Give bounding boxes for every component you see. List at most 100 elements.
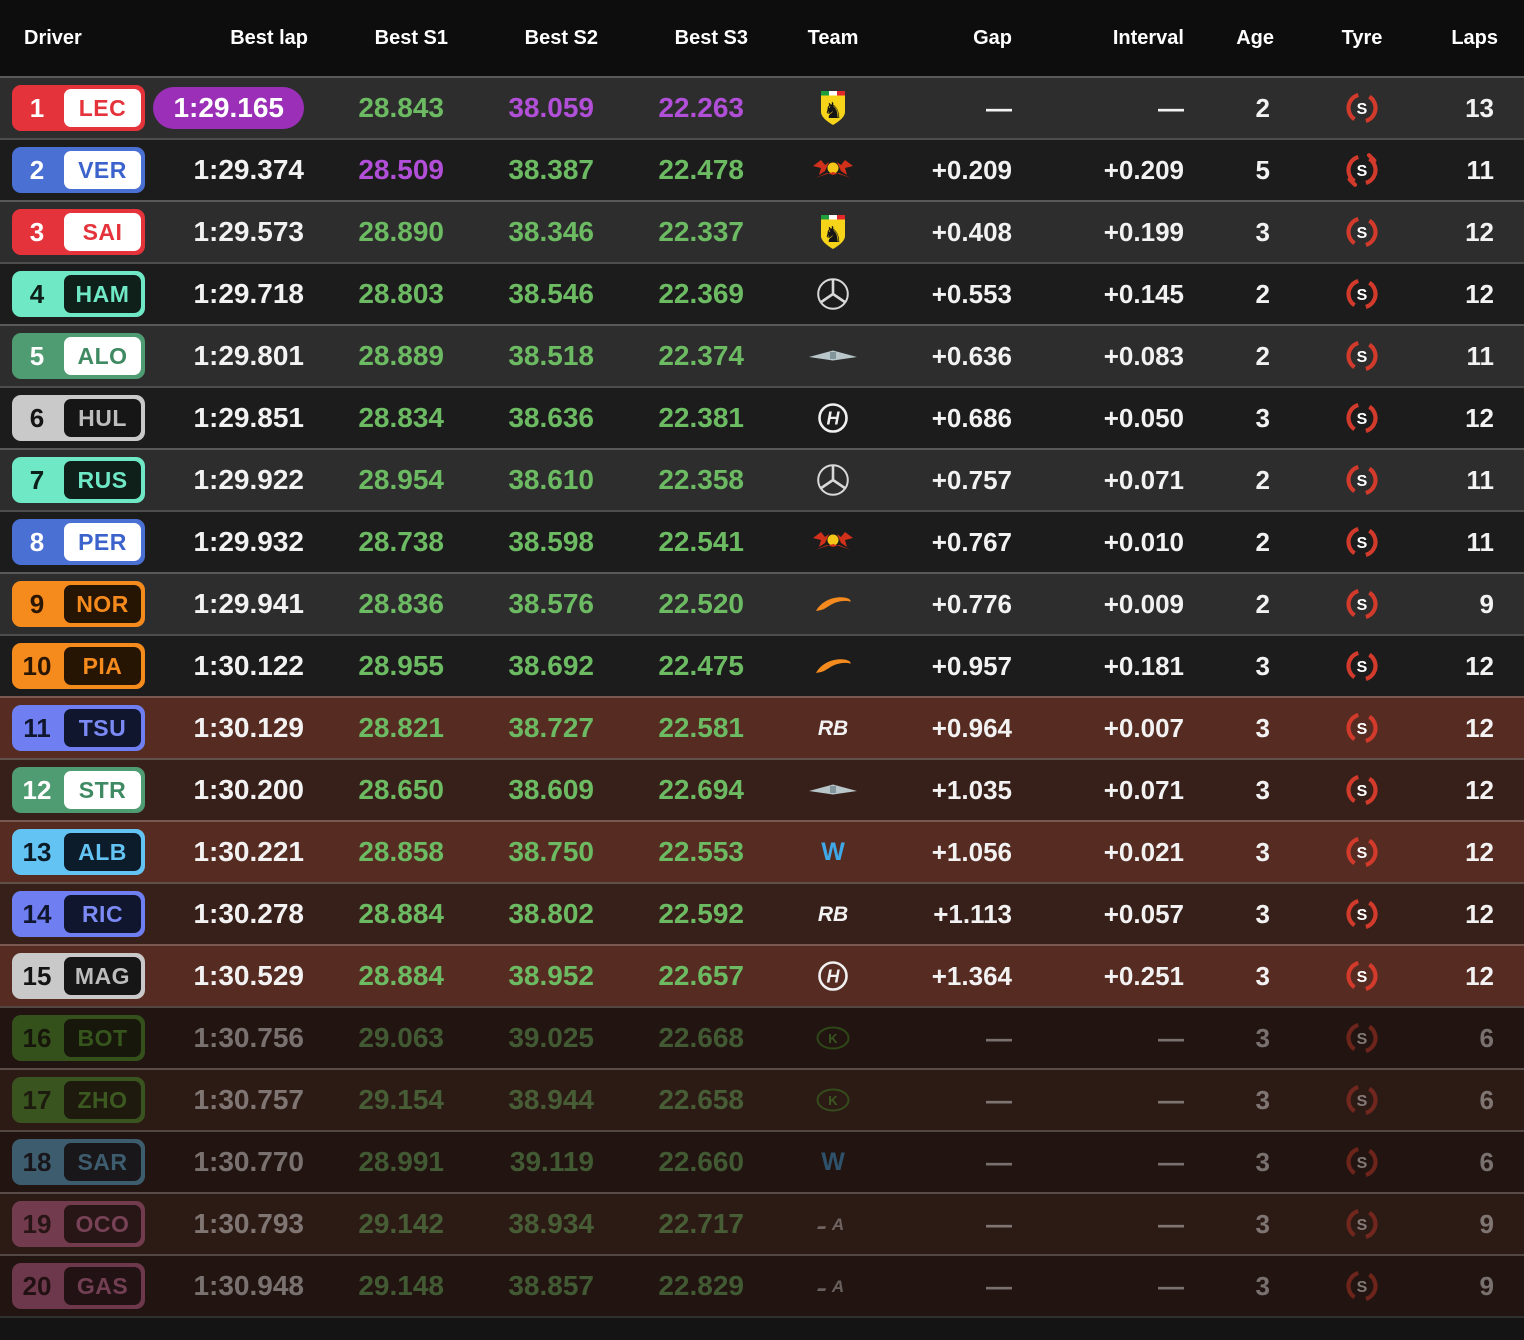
driver-row[interactable]: 8 PER 1:29.932 28.738 38.598 22.541 +0.7… <box>0 510 1524 573</box>
col-header-driver: Driver <box>24 26 82 49</box>
soft-tyre-icon: S <box>1346 464 1378 497</box>
svg-text:K: K <box>828 1031 838 1046</box>
tyre-compound-letter: S <box>1357 225 1368 242</box>
interval-value: — <box>1158 1084 1184 1115</box>
driver-row[interactable]: 11 TSU 1:30.129 28.821 38.727 22.581 RB … <box>0 696 1524 759</box>
driver-row[interactable]: 1 LEC 1:29.165 28.843 38.059 22.263 ♞ — … <box>0 76 1524 139</box>
interval-value: +0.071 <box>1103 774 1184 805</box>
driver-badge: 14 RIC <box>12 891 145 938</box>
soft-tyre-icon: S <box>1346 836 1378 869</box>
driver-row[interactable]: 17 ZHO 1:30.757 29.154 38.944 22.658 K —… <box>0 1068 1524 1131</box>
gap-value: +0.767 <box>931 526 1012 557</box>
interval-value: +0.145 <box>1103 278 1184 309</box>
driver-row[interactable]: 18 SAR 1:30.770 28.991 39.119 22.660 W —… <box>0 1130 1524 1193</box>
driver-tla-box: PIA <box>64 647 141 686</box>
driver-tla-box: LEC <box>64 89 141 128</box>
best-lap-time: 1:30.129 <box>193 712 304 744</box>
svg-text:A: A <box>831 1215 844 1233</box>
driver-row[interactable]: 4 HAM 1:29.718 28.803 38.546 22.369 +0.5… <box>0 262 1524 325</box>
driver-row[interactable]: 13 ALB 1:30.221 28.858 38.750 22.553 W +… <box>0 820 1524 883</box>
col-header-best-s3: Best S3 <box>674 26 748 49</box>
tyre-compound-letter: S <box>1357 907 1368 924</box>
tyre-compound-letter: S <box>1357 845 1368 862</box>
team-logo-cell: ♞ <box>748 90 918 126</box>
tyre-age-value: 2 <box>1255 278 1270 309</box>
alpine-logo: A <box>817 1277 844 1295</box>
interval-value: +0.010 <box>1103 526 1184 557</box>
driver-row[interactable]: 14 RIC 1:30.278 28.884 38.802 22.592 RB … <box>0 882 1524 945</box>
best-s2-time: 38.944 <box>508 1084 594 1116</box>
tyre-cell: S <box>1284 338 1440 374</box>
soft-tyre-icon: S <box>1346 1208 1378 1241</box>
soft-tyre-icon: S <box>1346 1146 1378 1179</box>
aston-martin-logo <box>809 784 857 795</box>
tyre-compound-letter: S <box>1357 163 1368 180</box>
best-s3-time: 22.478 <box>658 154 744 186</box>
tyre-cell: S <box>1284 276 1440 312</box>
position-number: 8 <box>29 526 45 557</box>
driver-row[interactable]: 19 OCO 1:30.793 29.142 38.934 22.717 A —… <box>0 1192 1524 1255</box>
laps-value: 12 <box>1465 650 1494 681</box>
position-number: 7 <box>29 464 45 495</box>
best-s3-time: 22.592 <box>658 898 744 930</box>
team-logo-cell: H <box>748 959 918 993</box>
svg-text:W: W <box>821 839 845 865</box>
driver-row[interactable]: 6 HUL 1:29.851 28.834 38.636 22.381 H +0… <box>0 386 1524 449</box>
soft-tyre-icon: S <box>1346 1270 1378 1303</box>
driver-badge: 7 RUS <box>12 457 145 504</box>
gap-value: +0.757 <box>931 464 1012 495</box>
best-s3-time: 22.369 <box>658 278 744 310</box>
tyre-age-value: 3 <box>1255 774 1270 805</box>
best-s2-time: 38.518 <box>508 340 594 372</box>
interval-value: +0.021 <box>1103 836 1184 867</box>
best-s1-time: 28.858 <box>358 836 444 868</box>
driver-row[interactable]: 10 PIA 1:30.122 28.955 38.692 22.475 +0.… <box>0 634 1524 697</box>
driver-badge: 19 OCO <box>12 1201 145 1248</box>
soft-tyre-icon: S <box>1346 92 1378 125</box>
tyre-age-value: 3 <box>1255 216 1270 247</box>
col-header-best-s2: Best S2 <box>524 26 598 49</box>
driver-tla-box: PER <box>64 523 141 562</box>
driver-row[interactable]: 12 STR 1:30.200 28.650 38.609 22.694 +1.… <box>0 758 1524 821</box>
driver-row[interactable]: 3 SAI 1:29.573 28.890 38.346 22.337 ♞ +0… <box>0 200 1524 263</box>
position-number: 13 <box>22 836 52 867</box>
driver-tla-box: ALO <box>64 337 141 376</box>
footer-bar <box>0 1316 1524 1340</box>
driver-tla: VER <box>78 156 127 183</box>
tyre-compound-letter: S <box>1357 349 1368 366</box>
gap-value: +1.364 <box>931 960 1012 991</box>
position-number: 16 <box>22 1022 52 1053</box>
position-number: 20 <box>22 1270 52 1301</box>
position-number: 14 <box>22 898 52 929</box>
driver-tla: PER <box>78 528 127 555</box>
driver-row[interactable]: 5 ALO 1:29.801 28.889 38.518 22.374 +0.6… <box>0 324 1524 387</box>
laps-value: 12 <box>1465 898 1494 929</box>
table-header: Driver Best lap Best S1 Best S2 Best S3 … <box>0 0 1524 77</box>
laps-value: 6 <box>1479 1022 1494 1053</box>
driver-row[interactable]: 15 MAG 1:30.529 28.884 38.952 22.657 H +… <box>0 944 1524 1007</box>
tyre-age-value: 3 <box>1255 1208 1270 1239</box>
gap-value: +0.957 <box>931 650 1012 681</box>
williams-logo: W <box>821 1149 845 1175</box>
best-s3-time: 22.381 <box>658 402 744 434</box>
mclaren-logo <box>816 659 851 674</box>
driver-row[interactable]: 9 NOR 1:29.941 28.836 38.576 22.520 +0.7… <box>0 572 1524 635</box>
driver-row[interactable]: 7 RUS 1:29.922 28.954 38.610 22.358 +0.7… <box>0 448 1524 511</box>
driver-row[interactable]: 2 VER 1:29.374 28.509 38.387 22.478 +0.2… <box>0 138 1524 201</box>
driver-row[interactable]: 16 BOT 1:30.756 29.063 39.025 22.668 K —… <box>0 1006 1524 1069</box>
tyre-compound-letter: S <box>1357 1155 1368 1172</box>
driver-row[interactable]: 20 GAS 1:30.948 29.148 38.857 22.829 A —… <box>0 1254 1524 1317</box>
driver-badge: 6 HUL <box>12 395 145 442</box>
interval-value: +0.199 <box>1103 216 1184 247</box>
rb-logo: RB <box>818 717 848 740</box>
tyre-cell: S <box>1284 524 1440 560</box>
driver-badge: 4 HAM <box>12 271 145 318</box>
interval-value: +0.057 <box>1103 898 1184 929</box>
best-lap-time: 1:30.793 <box>193 1208 304 1240</box>
best-lap-time: 1:30.948 <box>193 1270 304 1302</box>
laps-value: 9 <box>1479 1270 1494 1301</box>
best-s3-time: 22.694 <box>658 774 744 806</box>
driver-tla: HUL <box>78 404 127 431</box>
tyre-compound-letter: S <box>1357 535 1368 552</box>
interval-value: +0.209 <box>1103 154 1184 185</box>
